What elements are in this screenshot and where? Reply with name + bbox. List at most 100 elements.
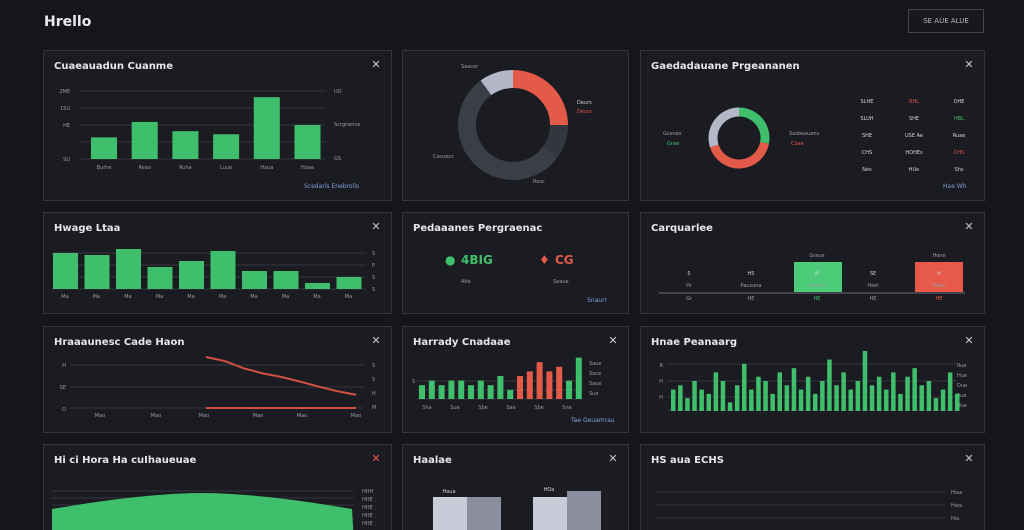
legend-label: Gcenes (663, 131, 682, 137)
bar (468, 385, 474, 399)
table-cell: HOHEs (905, 150, 923, 156)
legend-label: Grae (667, 141, 679, 147)
bar-green (794, 262, 842, 292)
x-tick-label: Ma (219, 294, 226, 300)
x-tick-label: Mao (199, 413, 209, 419)
y-tick-label: 2ME (59, 89, 70, 95)
bar (784, 385, 790, 411)
col-sub: Gr (686, 296, 693, 302)
col-label: Hr (686, 283, 693, 289)
close-icon[interactable]: ✕ (371, 58, 381, 71)
kpi-dot-green: ● (445, 253, 456, 267)
bar (53, 253, 78, 289)
y-tick-label: R (660, 363, 664, 369)
bar (777, 372, 782, 411)
close-icon[interactable]: ✕ (608, 334, 618, 347)
table-cell: SHE (862, 133, 872, 139)
close-icon[interactable]: ✕ (964, 220, 974, 233)
bar (841, 372, 846, 411)
y-tick-label: HE (63, 123, 70, 129)
panel-title: Harrady Cnadaae (413, 337, 511, 348)
right-label: Sue (589, 391, 598, 397)
right-label: Due (957, 383, 967, 389)
legend-label: Sasbeauens (789, 131, 820, 137)
kpi-label-2: Seaue (553, 279, 569, 285)
panel-footer[interactable]: Tae Geuamrau (571, 417, 615, 424)
col-label: Heel (867, 283, 878, 289)
bar (926, 381, 932, 411)
close-icon[interactable]: ✕ (964, 58, 974, 71)
table-cell: CHS (862, 150, 872, 156)
bar (791, 368, 797, 411)
y-tick-label: H (372, 391, 376, 397)
bar (438, 385, 445, 399)
close-icon[interactable]: ✕ (608, 452, 618, 465)
col-value: HS (748, 271, 755, 277)
bar (458, 380, 465, 399)
table-cell: CHS (954, 150, 964, 156)
x-tick-label: Ruha (179, 165, 192, 171)
bar (210, 251, 236, 289)
legend-label: Coae (791, 141, 804, 147)
y-tick-label: HHE (362, 513, 373, 519)
slice-label: Csouecs (433, 154, 454, 160)
panel-bar-chart-1: Cuaeauadun Cuanme ✕ 2ME 1SU HE SU UO Scrgnenu… (43, 50, 392, 201)
table-cell: Shs (955, 167, 964, 173)
close-icon[interactable]: ✕ (371, 334, 381, 347)
kpi-arrow-red: ♦ (539, 253, 550, 267)
table-cell: HUe (909, 167, 920, 173)
bar (947, 372, 953, 411)
bar (487, 385, 494, 399)
bar (919, 385, 924, 411)
close-icon[interactable]: ✕ (964, 334, 974, 347)
x-tick-label: Sne (562, 405, 571, 411)
right-label: Rue (957, 363, 967, 369)
close-icon[interactable]: ✕ (371, 452, 381, 465)
bar-label: HOa (544, 487, 555, 493)
comparison-table: Graue Hone S HS N SE H Hr Pausana Haaen Heel Heae Gr… (659, 253, 965, 302)
col-label: Pausana (741, 283, 762, 289)
header-action-button[interactable]: SE AUE ALUE (908, 9, 984, 33)
bar (533, 497, 567, 530)
bar (891, 372, 896, 411)
x-tick-label: Reaa (138, 165, 150, 171)
bar-red (915, 262, 963, 292)
bar (566, 380, 572, 399)
bar (834, 385, 839, 411)
close-icon[interactable]: ✕ (371, 220, 381, 233)
x-tick-label: Ma (313, 294, 320, 300)
bar (685, 398, 690, 411)
page-title: Hrello (44, 14, 92, 30)
panel-footer[interactable]: Hae Wh (943, 183, 967, 190)
bar-chart-3: S Saue Soce Saue Sue Sha Sue Sbe Sae Sbe Sne (412, 357, 601, 411)
y-tick-label: P (372, 263, 375, 269)
panel-footer[interactable]: Snaurr (587, 297, 607, 304)
table-cell: HBL (954, 116, 964, 122)
table-cell: RHL (909, 99, 919, 105)
panel-area-chart: Hi ci Hora Ha cuIhaueuae ✕ HHH HHE HHE HHE H… (43, 444, 392, 530)
bar (433, 497, 467, 530)
y-tick-label: HHH (362, 489, 374, 495)
table-cell: USE Ae (905, 133, 923, 139)
bar-label: Haua (442, 489, 455, 495)
bar (467, 497, 501, 530)
y-tick-label: H (659, 379, 663, 385)
bar-chart-5: Haua HOa (433, 487, 601, 530)
bar (898, 393, 903, 411)
bar (869, 385, 875, 411)
x-tick-label: Luue (220, 165, 232, 171)
bar (556, 366, 563, 399)
slice-label: Resc (533, 179, 545, 185)
top-label: Hone (932, 253, 945, 259)
bar (749, 389, 754, 411)
close-icon[interactable]: ✕ (964, 452, 974, 465)
donut-slice (542, 124, 568, 158)
panel-footer[interactable]: Scedarls Enebrolls (304, 183, 360, 190)
bar (253, 97, 280, 159)
kpi-label-1: Atle (461, 279, 471, 285)
x-tick-label: Hoaa (301, 165, 314, 171)
area-fill (52, 493, 354, 530)
col-label: Haaen (809, 283, 825, 289)
y-tick-label: Hia (951, 516, 959, 522)
